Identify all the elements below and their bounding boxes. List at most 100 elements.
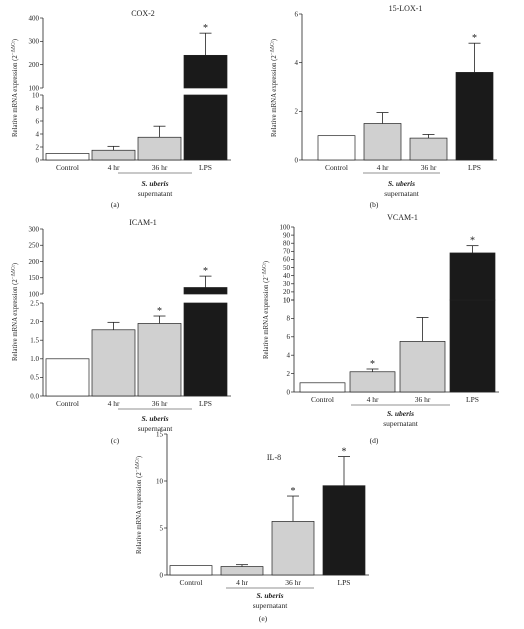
lower-y-tick-label: 8 — [287, 315, 291, 323]
bar — [45, 153, 90, 161]
category-label: LPS — [338, 578, 351, 587]
bar — [363, 123, 402, 161]
y-tick-label: 10 — [156, 477, 164, 485]
chart-title: ICAM-1 — [129, 218, 157, 227]
bar — [183, 94, 228, 161]
category-label: 4 hr — [108, 399, 120, 408]
category-label: LPS — [199, 399, 212, 408]
category-label: Control — [180, 578, 203, 587]
upper-y-tick-label: 300 — [29, 225, 40, 233]
upper-y-tick-label: 20 — [283, 288, 291, 296]
upper-y-tick-label: 50 — [283, 264, 291, 272]
bar — [220, 566, 264, 576]
category-label: 36 hr — [285, 578, 301, 587]
significance-asterisk: * — [370, 359, 375, 370]
lower-y-tick-label: 4 — [36, 130, 40, 138]
chart-panel-il-8: IL-8 Relative mRNA expression (2−ΔΔCt) 0 5 1… — [136, 430, 369, 623]
category-label: 4 hr — [367, 395, 379, 404]
bar — [455, 72, 494, 161]
lower-y-tick-label: 2.0 — [30, 318, 39, 326]
lower-y-tick-label: 6 — [36, 117, 40, 125]
bar — [449, 299, 496, 393]
significance-asterisk: * — [157, 306, 162, 317]
significance-asterisk: * — [203, 266, 208, 277]
lower-y-tick-label: 1.0 — [30, 355, 39, 363]
group-label-supernatant: supernatant — [253, 601, 288, 610]
chart-panel-15-lox-1: 15-LOX-1 Relative mRNA expression (2−ΔΔCt… — [271, 4, 497, 209]
significance-asterisk: * — [342, 447, 347, 458]
panel-label: (c) — [111, 436, 120, 445]
bar — [91, 149, 136, 161]
category-label: 36 hr — [152, 163, 168, 172]
chart-panel-vcam-1: VCAM-1 Relative mRNA expression (2−ΔΔCt) 0… — [263, 213, 499, 445]
category-label: Control — [311, 395, 334, 404]
upper-y-tick-label: 40 — [283, 272, 291, 280]
significance-asterisk: * — [291, 486, 296, 497]
y-axis-label: Relative mRNA expression (2−ΔΔCt) — [12, 263, 20, 361]
bar — [45, 358, 90, 397]
y-tick-label: 4 — [295, 59, 299, 67]
upper-y-tick-label: 100 — [29, 290, 40, 298]
y-tick-label: 6 — [295, 10, 299, 18]
category-label: 36 hr — [415, 395, 431, 404]
y-axis-label: Relative mRNA expression (2−ΔΔCt) — [12, 39, 20, 137]
category-label: 4 hr — [377, 163, 389, 172]
bar — [409, 137, 448, 161]
bar — [349, 371, 396, 393]
lower-y-tick-label: 0.0 — [30, 392, 39, 400]
upper-y-tick-label: 200 — [29, 258, 40, 266]
lower-y-tick-label: 2 — [36, 143, 40, 151]
lower-y-tick-label: 0 — [36, 156, 40, 164]
bar — [271, 521, 315, 576]
upper-y-tick-label: 100 — [29, 84, 40, 92]
significance-asterisk: * — [203, 23, 208, 34]
y-tick-label: 15 — [156, 430, 164, 438]
upper-y-tick-label: 70 — [283, 248, 291, 256]
group-label-organism: S. uberis — [141, 179, 168, 188]
upper-y-tick-label: 90 — [283, 231, 291, 239]
group-label-organism: S. uberis — [388, 179, 415, 188]
category-label: LPS — [468, 163, 481, 172]
category-label: Control — [56, 163, 79, 172]
upper-y-tick-label: 150 — [29, 274, 40, 282]
category-label: 4 hr — [236, 578, 248, 587]
y-axis-label: Relative mRNA expression (2−ΔΔCt) — [271, 39, 279, 137]
chart-panel-cox-2: COX-2 Relative mRNA expression (2−ΔΔCt) 0 2… — [12, 9, 231, 209]
y-tick-label: 0 — [295, 156, 299, 164]
panel-label: (a) — [111, 200, 120, 209]
lower-y-tick-label: 4 — [287, 352, 291, 360]
bar — [91, 329, 136, 397]
lower-y-tick-label: 2.5 — [30, 299, 39, 307]
upper-y-tick-label: 30 — [283, 280, 291, 288]
lower-y-tick-label: 10 — [32, 91, 40, 99]
group-label-supernatant: supernatant — [384, 189, 419, 198]
upper-y-tick-label: 300 — [29, 38, 40, 46]
significance-asterisk: * — [472, 33, 477, 44]
y-tick-label: 0 — [160, 571, 164, 579]
bar — [299, 382, 346, 393]
y-tick-label: 2 — [295, 108, 299, 116]
lower-y-tick-label: 1.5 — [30, 337, 39, 345]
bar — [137, 323, 182, 397]
chart-title: 15-LOX-1 — [389, 4, 423, 13]
panel-label: (d) — [370, 436, 379, 445]
lower-y-tick-label: 10 — [283, 296, 291, 304]
chart-title: VCAM-1 — [387, 213, 418, 222]
upper-y-tick-label: 10 — [283, 296, 291, 304]
upper-y-tick-label: 60 — [283, 256, 291, 264]
category-label: 36 hr — [421, 163, 437, 172]
category-label: LPS — [199, 163, 212, 172]
lower-y-tick-label: 8 — [36, 104, 40, 112]
panel-label: (e) — [259, 614, 268, 623]
group-label-supernatant: supernatant — [138, 424, 173, 433]
upper-y-tick-label: 80 — [283, 240, 291, 248]
group-label-supernatant: supernatant — [383, 419, 418, 428]
y-axis-label: Relative mRNA expression (2−ΔΔCt) — [136, 456, 144, 554]
chart-title: COX-2 — [131, 9, 155, 18]
upper-y-tick-label: 200 — [29, 61, 40, 69]
lower-y-tick-label: 0 — [287, 388, 291, 396]
lower-y-tick-label: 6 — [287, 333, 291, 341]
y-axis-label: Relative mRNA expression (2−ΔΔCt) — [263, 261, 271, 359]
category-label: 4 hr — [108, 163, 120, 172]
